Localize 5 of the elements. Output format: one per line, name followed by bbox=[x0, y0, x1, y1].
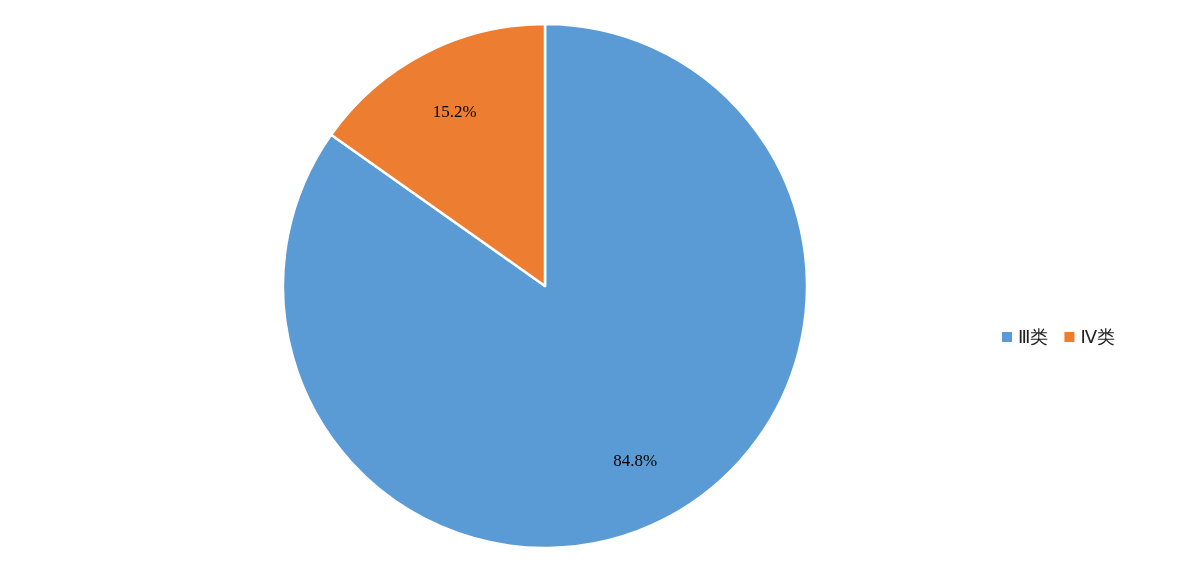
legend-label: Ⅲ类 bbox=[1018, 326, 1049, 348]
pie-slice bbox=[281, 22, 809, 550]
data-label: 84.8% bbox=[613, 451, 658, 471]
legend-label: Ⅳ类 bbox=[1080, 326, 1116, 348]
data-label: 15.2% bbox=[432, 102, 477, 122]
